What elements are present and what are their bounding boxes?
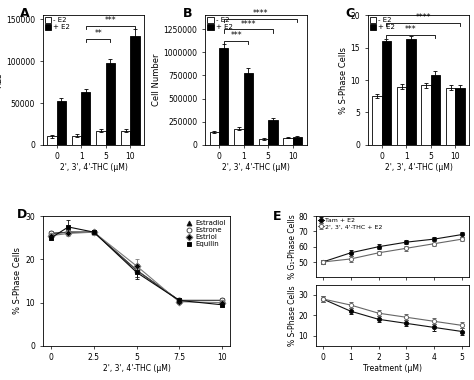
Bar bbox=[293, 137, 302, 145]
Bar bbox=[96, 131, 106, 145]
Estrone bbox=[48, 231, 54, 236]
Equilin bbox=[134, 270, 139, 275]
Estriol bbox=[91, 230, 97, 234]
Legend: Tam + E2, 2', 3', 4'-THC + E2: Tam + E2, 2', 3', 4'-THC + E2 bbox=[317, 217, 383, 230]
Legend: - E2, + E2: - E2, + E2 bbox=[369, 17, 396, 31]
Estradiol bbox=[48, 231, 54, 236]
Estrone bbox=[91, 230, 97, 234]
Text: ****: **** bbox=[241, 20, 256, 29]
Line: Estradiol: Estradiol bbox=[49, 230, 224, 303]
Y-axis label: RLU: RLU bbox=[0, 72, 3, 88]
Bar bbox=[130, 36, 140, 145]
X-axis label: 2', 3', 4'-THC (μM): 2', 3', 4'-THC (μM) bbox=[222, 163, 290, 172]
Bar bbox=[397, 87, 406, 145]
Bar bbox=[431, 75, 440, 145]
Equilin bbox=[219, 302, 225, 307]
Bar bbox=[47, 136, 56, 145]
X-axis label: Treatment (μM): Treatment (μM) bbox=[363, 364, 422, 373]
X-axis label: 2', 3', 4'-THC (μM): 2', 3', 4'-THC (μM) bbox=[60, 163, 128, 172]
Text: D: D bbox=[17, 208, 27, 222]
Bar bbox=[382, 41, 391, 145]
Text: ***: *** bbox=[405, 25, 417, 34]
Estrone bbox=[176, 298, 182, 303]
Text: E: E bbox=[273, 210, 281, 223]
Bar bbox=[283, 138, 293, 145]
Estriol bbox=[134, 264, 139, 268]
Text: B: B bbox=[183, 8, 192, 21]
Estrone bbox=[65, 230, 71, 234]
Bar bbox=[372, 96, 382, 145]
Estrone bbox=[219, 298, 225, 303]
Estradiol bbox=[219, 298, 225, 303]
Estradiol bbox=[134, 268, 139, 272]
Text: ****: **** bbox=[415, 13, 431, 22]
Bar bbox=[234, 129, 244, 145]
Line: Estriol: Estriol bbox=[49, 230, 224, 305]
Y-axis label: % S-Phase Cells: % S-Phase Cells bbox=[13, 247, 22, 315]
Text: A: A bbox=[20, 8, 30, 21]
X-axis label: 2', 3', 4'-THC (μM): 2', 3', 4'-THC (μM) bbox=[102, 364, 171, 373]
Estriol bbox=[65, 231, 71, 236]
Estradiol bbox=[176, 298, 182, 303]
Bar bbox=[244, 73, 253, 145]
Equilin bbox=[48, 236, 54, 240]
Equilin bbox=[176, 298, 182, 303]
Y-axis label: Cell Number: Cell Number bbox=[152, 54, 161, 106]
Y-axis label: % S-Phase Cells: % S-Phase Cells bbox=[338, 46, 347, 114]
Line: Equilin: Equilin bbox=[49, 225, 224, 307]
Estriol bbox=[48, 233, 54, 238]
Bar bbox=[259, 139, 268, 145]
Bar bbox=[81, 92, 91, 145]
Legend: Estradiol, Estrone, Estriol, Equilin: Estradiol, Estrone, Estriol, Equilin bbox=[184, 220, 227, 248]
Bar bbox=[56, 101, 66, 145]
Y-axis label: % S-Phase Cells: % S-Phase Cells bbox=[288, 285, 297, 345]
Equilin bbox=[65, 225, 71, 229]
Bar bbox=[446, 88, 456, 145]
Bar bbox=[406, 39, 416, 145]
Line: Estrone: Estrone bbox=[49, 230, 224, 303]
Bar bbox=[456, 88, 465, 145]
Text: ***: *** bbox=[230, 32, 242, 41]
Bar bbox=[268, 120, 278, 145]
X-axis label: 2', 3', 4'-THC (μM): 2', 3', 4'-THC (μM) bbox=[384, 163, 452, 172]
Bar bbox=[106, 63, 115, 145]
Estriol bbox=[176, 299, 182, 304]
Bar bbox=[421, 85, 431, 145]
Text: ***: *** bbox=[105, 16, 116, 25]
Bar bbox=[121, 131, 130, 145]
Y-axis label: % G₁-Phase Cells: % G₁-Phase Cells bbox=[288, 214, 297, 279]
Bar bbox=[219, 48, 228, 145]
Bar bbox=[72, 136, 81, 145]
Legend: - E2, + E2: - E2, + E2 bbox=[207, 17, 233, 31]
Estrone bbox=[134, 268, 139, 272]
Text: **: ** bbox=[94, 29, 102, 38]
Text: C: C bbox=[346, 8, 355, 21]
Legend: - E2, + E2: - E2, + E2 bbox=[44, 17, 71, 31]
Estriol bbox=[219, 300, 225, 305]
Equilin bbox=[91, 230, 97, 234]
Text: ****: **** bbox=[253, 10, 268, 19]
Bar bbox=[210, 132, 219, 145]
Estradiol bbox=[65, 230, 71, 234]
Estradiol bbox=[91, 230, 97, 234]
